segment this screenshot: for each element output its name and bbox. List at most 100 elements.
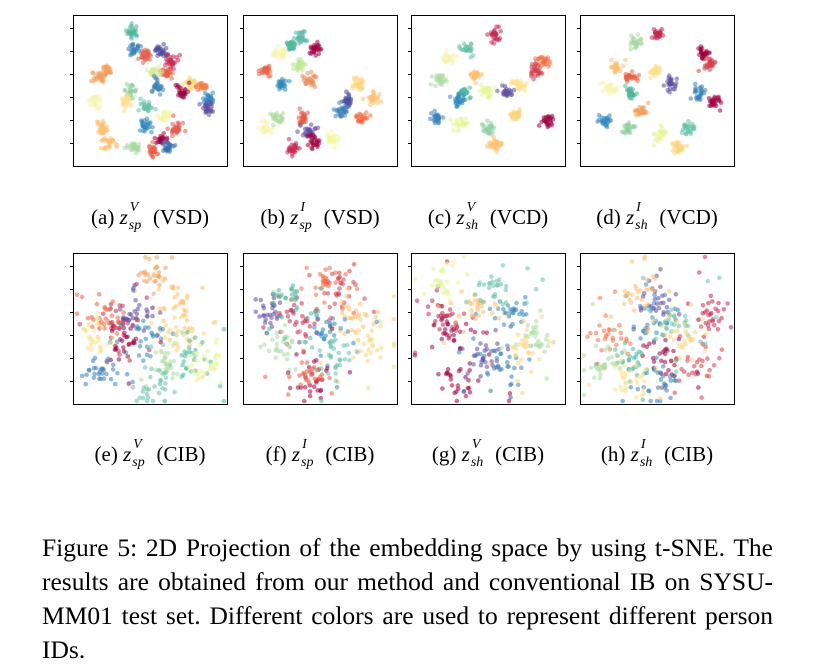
- data-point: [351, 75, 357, 81]
- data-point: [148, 374, 153, 380]
- cluster: [412, 254, 470, 303]
- data-point: [96, 338, 101, 343]
- cluster: [679, 119, 697, 137]
- data-point: [604, 115, 609, 121]
- data-point: [313, 292, 319, 298]
- data-point: [588, 330, 593, 336]
- data-point: [349, 315, 354, 321]
- data-point: [391, 316, 397, 322]
- data-point: [654, 398, 660, 404]
- data-point: [478, 351, 483, 357]
- data-point: [336, 350, 341, 356]
- data-point: [113, 308, 119, 314]
- data-point: [357, 301, 363, 307]
- cluster: [303, 313, 380, 390]
- data-point: [702, 310, 708, 315]
- data-point: [463, 321, 469, 327]
- data-point: [163, 381, 168, 386]
- data-point: [153, 350, 159, 355]
- data-point: [103, 144, 109, 150]
- data-point: [640, 275, 646, 281]
- data-point: [600, 118, 606, 124]
- data-point: [338, 326, 343, 331]
- data-point: [293, 30, 299, 35]
- data-point: [184, 351, 189, 356]
- data-point: [636, 349, 642, 354]
- data-point: [467, 368, 472, 373]
- data-point: [513, 346, 519, 352]
- data-point: [449, 383, 455, 388]
- data-point: [126, 381, 132, 386]
- data-point: [461, 389, 466, 394]
- data-point: [171, 305, 176, 311]
- data-point: [327, 265, 332, 271]
- data-point: [274, 316, 280, 321]
- data-point: [150, 139, 155, 145]
- data-point: [197, 101, 202, 107]
- panel-label: (c): [427, 205, 452, 229]
- data-point: [505, 360, 510, 365]
- data-point: [706, 312, 711, 318]
- data-point: [156, 64, 161, 70]
- data-point: [104, 371, 109, 377]
- data-point: [463, 97, 468, 103]
- data-point: [116, 319, 122, 324]
- data-point: [342, 331, 347, 336]
- cluster: [173, 80, 192, 100]
- data-point: [454, 121, 460, 126]
- data-point: [210, 90, 216, 96]
- data-point: [292, 41, 297, 46]
- data-point: [444, 48, 449, 53]
- data-point: [524, 300, 529, 306]
- data-point: [651, 287, 656, 293]
- data-point: [674, 76, 680, 82]
- data-point: [625, 291, 631, 296]
- data-point: [185, 329, 190, 335]
- cluster: [325, 129, 342, 150]
- data-point: [271, 295, 277, 301]
- scatter-plot: [595, 26, 724, 156]
- data-point: [307, 272, 312, 278]
- data-point: [175, 120, 181, 125]
- data-point: [585, 334, 590, 339]
- data-point: [641, 343, 646, 348]
- panel-label: (a): [91, 205, 115, 229]
- data-point: [329, 129, 334, 134]
- cluster: [508, 106, 523, 122]
- data-point: [160, 278, 165, 283]
- data-point: [486, 285, 492, 291]
- data-point: [152, 149, 157, 155]
- data-point: [258, 297, 264, 303]
- data-point: [142, 278, 147, 284]
- data-point: [182, 325, 187, 331]
- data-point: [134, 317, 140, 323]
- data-point: [176, 127, 182, 133]
- data-point: [456, 349, 462, 355]
- data-point: [653, 365, 659, 371]
- data-point: [160, 342, 166, 348]
- data-point: [663, 337, 668, 343]
- cluster: [463, 263, 545, 307]
- data-point: [485, 94, 490, 99]
- variable: z: [625, 205, 635, 229]
- data-point: [130, 322, 135, 328]
- data-point: [623, 83, 628, 89]
- data-point: [284, 309, 290, 315]
- data-point: [338, 113, 344, 119]
- data-point: [221, 398, 227, 404]
- data-point: [141, 318, 146, 324]
- data-point: [510, 111, 515, 117]
- data-point: [290, 283, 296, 288]
- data-point: [480, 300, 486, 305]
- data-point: [167, 364, 172, 369]
- data-point: [345, 286, 351, 291]
- data-point: [298, 65, 304, 71]
- y-tick: [577, 312, 581, 313]
- data-point: [147, 121, 152, 126]
- data-point: [136, 353, 142, 358]
- data-point: [279, 54, 285, 59]
- cluster: [119, 92, 134, 114]
- data-point: [323, 333, 328, 339]
- data-point: [671, 373, 677, 379]
- data-point: [104, 64, 109, 70]
